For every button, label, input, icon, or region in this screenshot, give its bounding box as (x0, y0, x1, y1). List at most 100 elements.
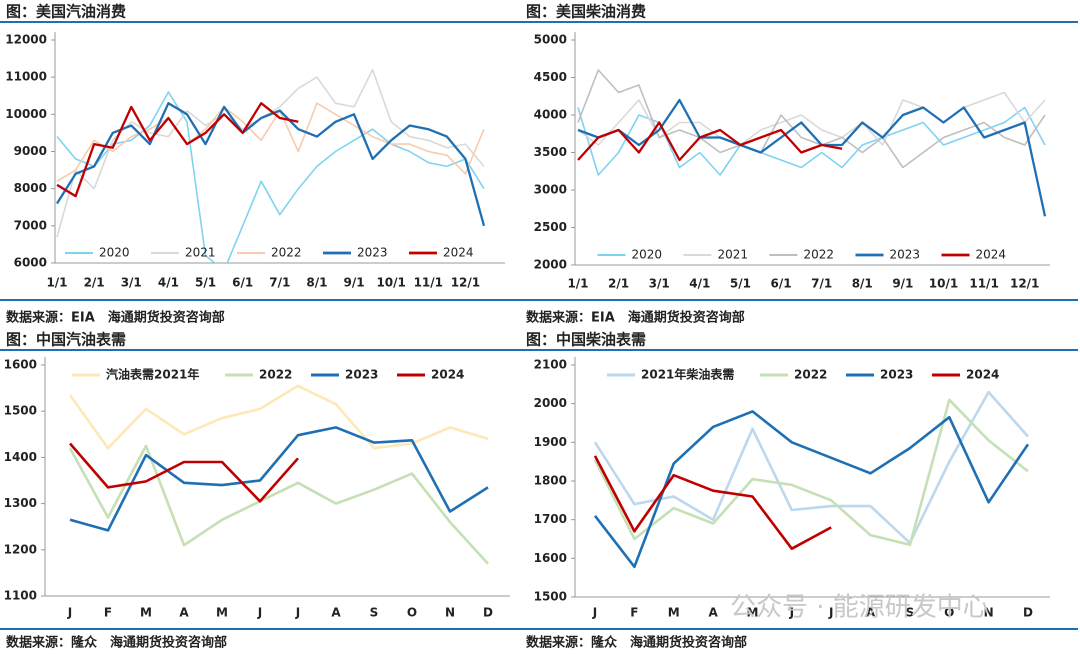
x-tick-label: 1/1 (46, 276, 67, 290)
y-tick-label: 8000 (14, 181, 47, 195)
legend-label: 2023 (357, 246, 388, 260)
x-tick-label: J (295, 606, 300, 620)
y-tick-label: 2000 (534, 396, 567, 410)
x-tick-label: 5/1 (195, 276, 216, 290)
x-tick-label: M (140, 606, 152, 620)
y-tick-label: 5000 (534, 33, 567, 47)
legend-label: 2020 (99, 246, 130, 260)
x-tick-label: J (67, 606, 72, 620)
legend-label: 汽油表需2021年 (106, 367, 199, 382)
chart-title: 图：中国汽油表需 (6, 331, 126, 349)
chart-title: 图：美国柴油消费 (526, 3, 646, 21)
y-tick-label: 1700 (534, 512, 567, 526)
series-line (56, 102, 486, 227)
x-tick-label: S (906, 606, 915, 620)
legend-label: 2022 (259, 368, 292, 382)
x-tick-label: 8/1 (306, 276, 327, 290)
x-tick-label: O (944, 606, 954, 620)
source: 数据来源：隆众 海通期货投资咨询部 (6, 635, 227, 651)
legend-label: 2024 (431, 368, 464, 382)
y-tick-label: 1100 (4, 589, 37, 603)
x-tick-label: 9/1 (343, 276, 364, 290)
x-tick-label: 7/1 (811, 277, 832, 291)
x-tick-label: A (331, 606, 341, 620)
series-line (56, 102, 299, 198)
y-tick-label: 1600 (4, 358, 37, 372)
source: 数据来源：隆众 海通期货投资咨询部 (526, 635, 747, 651)
legend-label: 2023 (880, 368, 913, 382)
legend-label: 2024 (443, 246, 474, 260)
legend-label: 2021年柴油表需 (641, 367, 734, 382)
x-tick-label: D (483, 606, 493, 620)
series-line (577, 106, 1046, 176)
y-tick-label: 7000 (14, 218, 47, 232)
x-tick-label: 4/1 (689, 277, 710, 291)
y-tick-label: 2500 (534, 220, 567, 234)
legend-label: 2021 (718, 248, 749, 262)
series-line (68, 384, 489, 450)
y-tick-label: 1400 (4, 450, 37, 464)
y-tick-label: 1500 (4, 404, 37, 418)
x-tick-label: 6/1 (232, 276, 253, 290)
y-tick-label: 2100 (534, 358, 567, 372)
x-tick-label: 12/1 (1010, 277, 1039, 291)
series-line (56, 68, 485, 238)
x-tick-label: 2/1 (608, 277, 629, 291)
y-tick-label: 1600 (534, 551, 567, 565)
series-line (56, 91, 485, 263)
y-tick-label: 1300 (4, 496, 37, 510)
x-tick-label: 5/1 (730, 277, 751, 291)
legend-label: 2023 (345, 368, 378, 382)
y-tick-label: 6000 (14, 256, 47, 270)
y-tick-label: 9000 (14, 144, 47, 158)
y-tick-label: 1800 (534, 474, 567, 488)
legend-label: 2024 (966, 368, 999, 382)
x-tick-label: 2/1 (84, 276, 105, 290)
x-tick-label: F (104, 606, 112, 620)
x-tick-label: 10/1 (376, 276, 405, 290)
legend-label: 2021 (185, 246, 216, 260)
source: 数据来源：EIA 海通期货投资咨询部 (6, 310, 225, 326)
x-tick-label: M (668, 606, 680, 620)
legend-label: 2020 (632, 248, 663, 262)
y-tick-label: 4500 (534, 70, 567, 84)
x-tick-label: 9/1 (892, 277, 913, 291)
x-tick-label: 8/1 (852, 277, 873, 291)
y-tick-label: 1900 (534, 435, 567, 449)
x-tick-label: D (1023, 606, 1033, 620)
x-tick-label: F (630, 606, 638, 620)
chart-title: 图：中国柴油表需 (526, 331, 646, 349)
x-tick-label: 1/1 (567, 277, 588, 291)
series-line (577, 121, 843, 162)
x-tick-label: 3/1 (121, 276, 142, 290)
y-tick-label: 10000 (5, 107, 47, 121)
x-tick-label: M (216, 606, 228, 620)
series-line (69, 426, 489, 532)
legend-label: 2022 (271, 246, 302, 260)
legend-label: 2023 (890, 248, 921, 262)
x-tick-label: M (746, 606, 758, 620)
watermark: 公众号 · 能源研发中心 (730, 593, 989, 623)
x-tick-label: J (828, 606, 833, 620)
series-line (68, 444, 489, 565)
y-tick-label: 3000 (534, 183, 567, 197)
x-tick-label: 7/1 (269, 276, 290, 290)
series-line (577, 98, 1047, 217)
series-line (593, 455, 832, 550)
y-tick-label: 1200 (4, 542, 37, 556)
series-line (593, 390, 1029, 545)
x-tick-label: A (179, 606, 189, 620)
x-tick-label: N (984, 606, 994, 620)
x-tick-label: A (708, 606, 718, 620)
x-tick-label: S (370, 606, 379, 620)
y-tick-label: 11000 (5, 70, 47, 84)
y-tick-label: 4000 (534, 108, 567, 122)
y-tick-label: 3500 (534, 145, 567, 159)
x-tick-label: 10/1 (929, 277, 958, 291)
legend-label: 2022 (794, 368, 827, 382)
y-tick-label: 1500 (534, 590, 567, 604)
x-tick-label: 12/1 (451, 276, 480, 290)
series-line (593, 398, 1029, 547)
series-line (69, 442, 299, 503)
